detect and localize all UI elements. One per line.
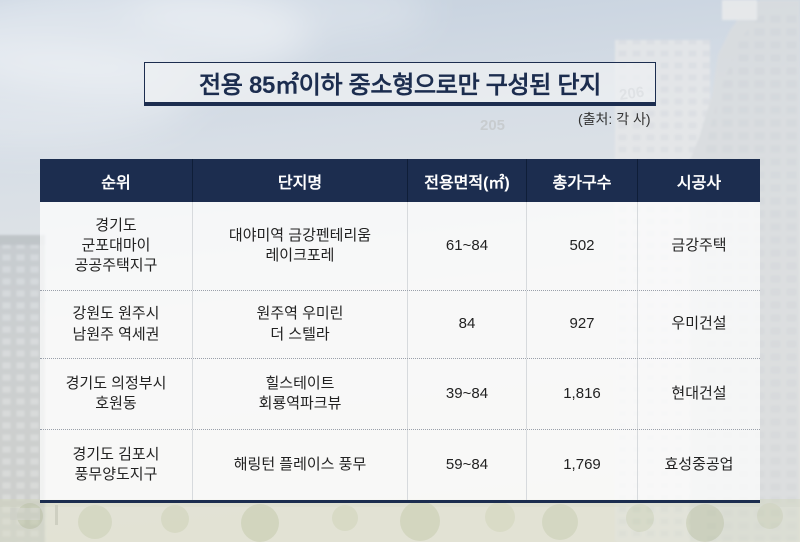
svg-text:205: 205: [480, 117, 505, 134]
